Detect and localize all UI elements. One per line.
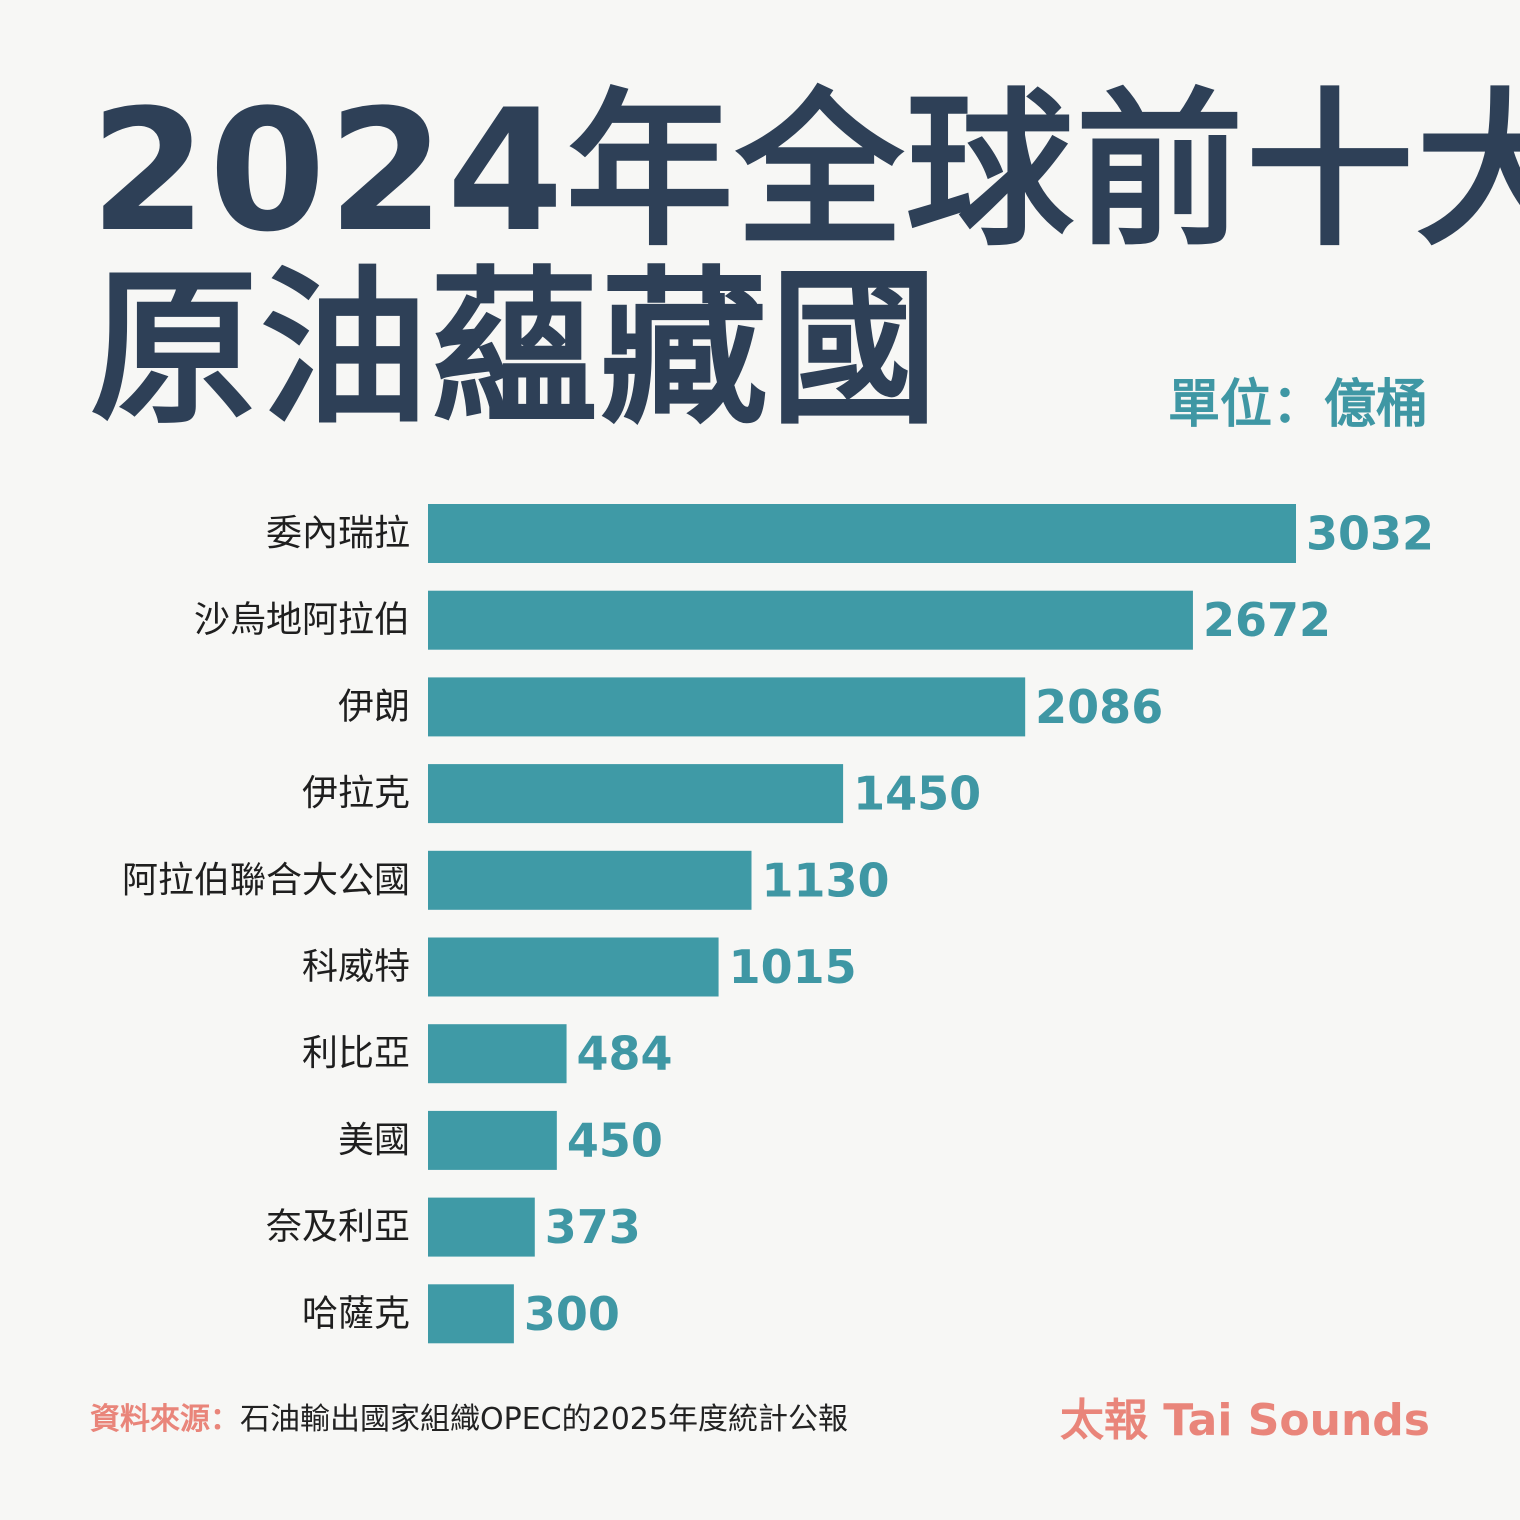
bar bbox=[428, 764, 844, 824]
bar bbox=[428, 1197, 535, 1257]
category-label: 奈及利亞 bbox=[266, 1207, 410, 1248]
source-label: 資料來源： bbox=[90, 1402, 240, 1437]
value-label: 2086 bbox=[1035, 680, 1163, 734]
category-label: 委內瑞拉 bbox=[266, 513, 410, 554]
value-label: 300 bbox=[524, 1287, 620, 1341]
category-label: 阿拉伯聯合大公國 bbox=[122, 860, 410, 901]
unit-label: 單位：億桶 bbox=[1167, 375, 1428, 435]
value-label: 373 bbox=[545, 1200, 641, 1254]
value-label: 1130 bbox=[761, 853, 889, 907]
value-label: 1015 bbox=[729, 940, 857, 994]
brand-logo-text: 太報 Tai Sounds bbox=[1059, 1395, 1430, 1446]
value-label: 450 bbox=[567, 1113, 663, 1167]
title-line-1: 2024年全球前十大 bbox=[90, 73, 1520, 269]
bar bbox=[428, 937, 719, 997]
category-label: 利比亞 bbox=[302, 1033, 410, 1074]
category-label: 哈薩克 bbox=[302, 1293, 410, 1334]
value-label: 1450 bbox=[853, 767, 981, 821]
bar bbox=[428, 1284, 514, 1344]
bar bbox=[428, 504, 1296, 563]
source-text: 石油輸出國家組織OPEC的2025年度統計公報 bbox=[240, 1402, 848, 1437]
bar bbox=[428, 1024, 567, 1084]
value-label: 484 bbox=[577, 1027, 673, 1081]
category-label: 科威特 bbox=[302, 947, 410, 988]
bar bbox=[428, 590, 1193, 650]
bar bbox=[428, 1110, 557, 1170]
bar bbox=[428, 850, 752, 910]
title-line-2: 原油蘊藏國 bbox=[90, 251, 940, 447]
category-label: 伊朗 bbox=[338, 686, 410, 727]
category-label: 沙烏地阿拉伯 bbox=[194, 600, 410, 641]
category-label: 伊拉克 bbox=[302, 773, 410, 814]
category-label: 美國 bbox=[338, 1120, 410, 1161]
value-label: 3032 bbox=[1306, 507, 1434, 561]
source-note: 資料來源：石油輸出國家組織OPEC的2025年度統計公報 bbox=[90, 1394, 848, 1438]
value-label: 2672 bbox=[1203, 593, 1331, 647]
chart-title: 2024年全球前十大 原油蘊藏國 bbox=[90, 82, 1520, 438]
bar bbox=[428, 677, 1026, 737]
